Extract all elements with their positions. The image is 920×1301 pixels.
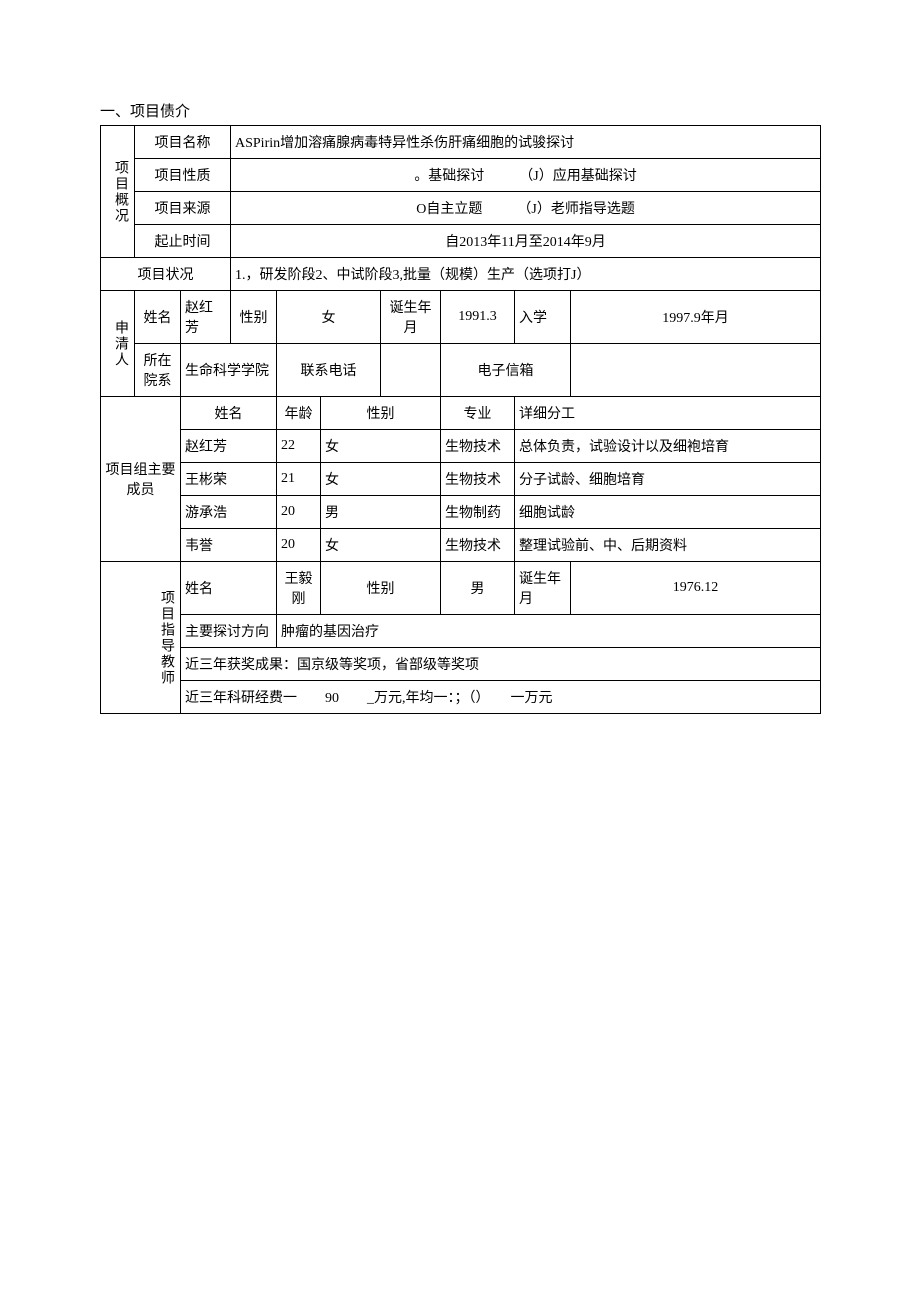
applicant-phone-label: 联系电话 [277,344,381,397]
advisor-side-label: 项目指导教师 [101,562,181,714]
table-row: 生物技术 [441,529,515,562]
table-row: 21 [277,463,321,496]
table-row: 生物技术 [441,430,515,463]
applicant-gender-label: 性别 [231,291,277,344]
members-header-major: 专业 [441,397,515,430]
members-header-duty: 详细分工 [515,397,821,430]
table-row: 游承浩 [181,496,277,529]
advisor-birth-label: 诞生年月 [515,562,571,615]
advisor-awards: 近三年获奖成果：国京级等奖项，省部级等奖项 [181,648,821,681]
table-row: 韦誉 [181,529,277,562]
members-header-age: 年龄 [277,397,321,430]
advisor-gender-value: 男 [441,562,515,615]
advisor-direction-value: 肿瘤的基因治疗 [277,615,821,648]
advisor-direction-label: 主要探讨方向 [181,615,277,648]
project-source-label: 项目来源 [135,192,231,225]
applicant-gender-value: 女 [277,291,381,344]
applicant-enroll-value: 1997.9年月 [571,291,821,344]
project-nature-value: 。基础探讨 （J）应用基础探讨 [231,159,821,192]
project-form-table: 项目概况 项目名称 ASPirin增加溶痛腺病毒特异性杀伤肝痛细胞的试骏探讨 项… [100,125,821,714]
table-row: 整理试验前、中、后期资料 [515,529,821,562]
table-row: 分子试龄、细胞培育 [515,463,821,496]
applicant-email-value [571,344,821,397]
table-row: 王彬荣 [181,463,277,496]
applicant-side-label: 申清人 [101,291,135,397]
project-name-value: ASPirin增加溶痛腺病毒特异性杀伤肝痛细胞的试骏探讨 [231,126,821,159]
table-row: 赵红芳 [181,430,277,463]
applicant-birth-label: 诞生年月 [381,291,441,344]
status-value: 1.，研发阶段2、中试阶段3,批量（规模）生产（选项打J） [231,258,821,291]
table-row: 女 [321,463,441,496]
status-label: 项目状况 [101,258,231,291]
members-side-label: 项目组主要成员 [101,397,181,562]
advisor-name-value: 王毅刚 [277,562,321,615]
table-row: 男 [321,496,441,529]
applicant-birth-value: 1991.3 [441,291,515,344]
applicant-dept-label: 所在院系 [135,344,181,397]
table-row: 总体负责，试验设计以及细袍培育 [515,430,821,463]
project-time-label: 起止时间 [135,225,231,258]
advisor-funding: 近三年科研经费一 90 _万元,年均一：；（） 一万元 [181,681,821,714]
applicant-email-label: 电子信箱 [441,344,571,397]
overview-side-label: 项目概况 [101,126,135,258]
table-row: 细胞试龄 [515,496,821,529]
applicant-dept-value: 生命科学学院 [181,344,277,397]
table-row: 20 [277,529,321,562]
applicant-name-label: 姓名 [135,291,181,344]
members-header-gender: 性别 [321,397,441,430]
advisor-name-label: 姓名 [181,562,277,615]
applicant-phone-value [381,344,441,397]
project-source-value: O自主立题 （J）老师指导选题 [231,192,821,225]
project-name-label: 项目名称 [135,126,231,159]
project-time-value: 自2013年11月至2014年9月 [231,225,821,258]
section-title: 一、项目债介 [100,100,820,121]
table-row: 女 [321,430,441,463]
table-row: 女 [321,529,441,562]
table-row: 生物技术 [441,463,515,496]
table-row: 生物制药 [441,496,515,529]
members-header-name: 姓名 [181,397,277,430]
advisor-gender-label: 性别 [321,562,441,615]
applicant-enroll-label: 入学 [515,291,571,344]
applicant-name-value: 赵红芳 [181,291,231,344]
table-row: 20 [277,496,321,529]
advisor-birth-value: 1976.12 [571,562,821,615]
project-nature-label: 项目性质 [135,159,231,192]
table-row: 22 [277,430,321,463]
